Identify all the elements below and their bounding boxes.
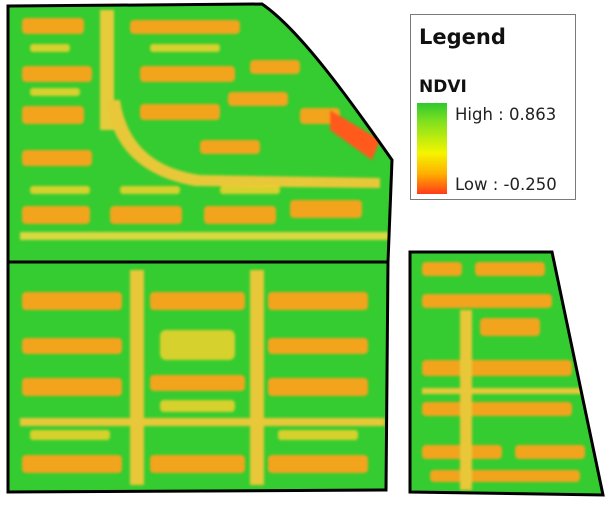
legend-high-label: High : 0.863 [455, 105, 557, 124]
east-block-outline [408, 250, 605, 497]
color-ramp [417, 103, 447, 194]
legend-layer-name: NDVI [419, 77, 467, 97]
east-parcel [410, 252, 603, 495]
west-block-outline [6, 2, 394, 494]
south-parcel [8, 262, 388, 492]
legend-low-label: Low : -0.250 [455, 175, 557, 194]
parcel-boundaries [6, 2, 605, 497]
north-parcel [8, 4, 392, 262]
map-legend: Legend NDVI High : 0.863 Low : -0.250 [410, 14, 576, 200]
legend-title: Legend [419, 25, 506, 49]
